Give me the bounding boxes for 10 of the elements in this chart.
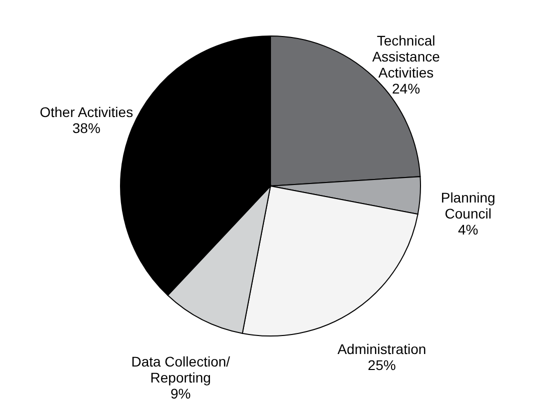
slice-label: Data Collection/ Reporting [131, 353, 230, 386]
slice-label: Planning Council [440, 189, 496, 222]
data-label: 25% [368, 356, 396, 373]
data-label: 4% [458, 221, 478, 238]
slice-label: Other Activities [40, 104, 134, 120]
data-label: 9% [170, 385, 191, 402]
data-label: 24% [392, 80, 420, 97]
slice-label: Administration [337, 340, 426, 357]
data-label: 38% [72, 120, 100, 136]
slice-label: Technical Assistance Activities [372, 32, 440, 81]
